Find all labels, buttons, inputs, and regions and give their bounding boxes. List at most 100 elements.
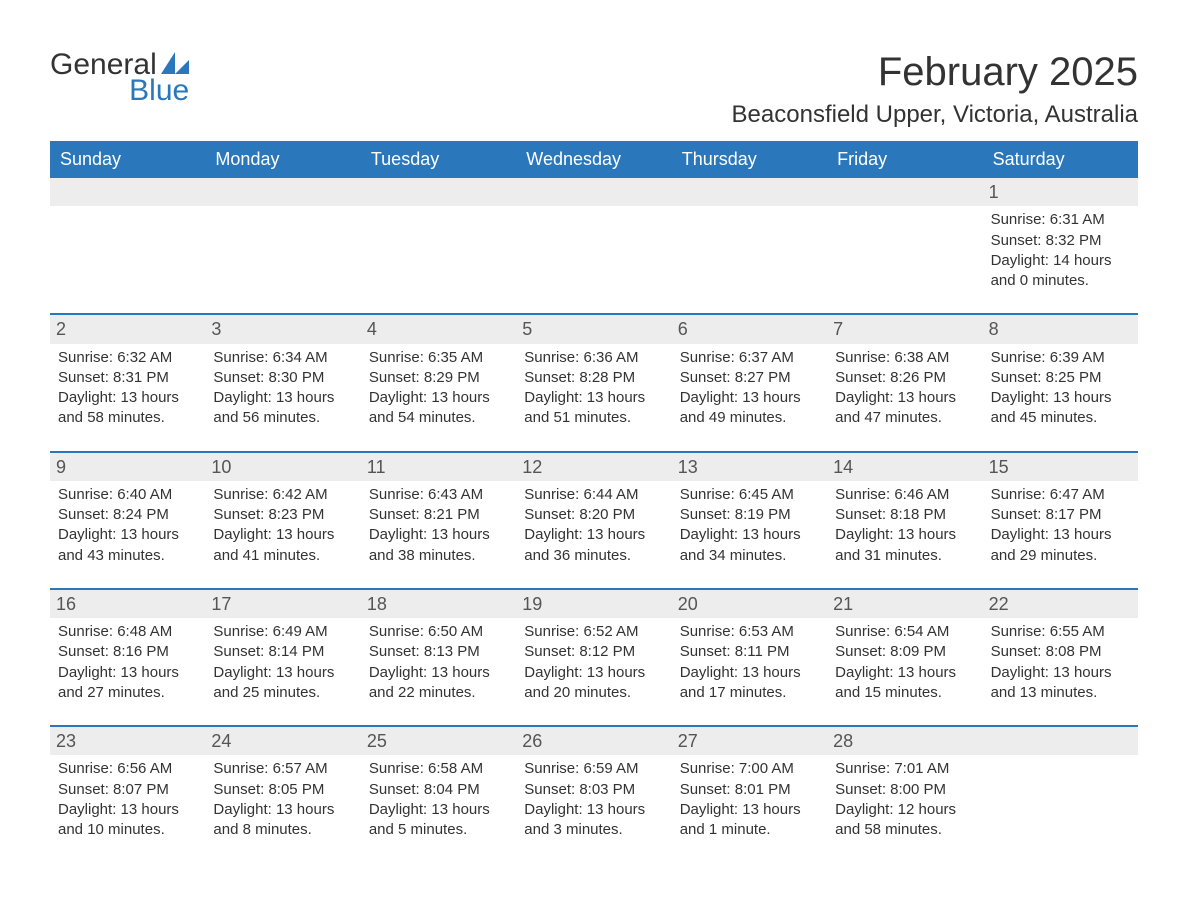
day-number: 8: [983, 315, 1138, 343]
sunset-line: Sunset: 8:12 PM: [524, 642, 663, 662]
page-header: General Blue February 2025 Beaconsfield …: [50, 50, 1138, 129]
sunset-line: Sunset: 8:23 PM: [213, 505, 352, 525]
day-number: [516, 178, 671, 206]
sunset-line: Sunset: 8:11 PM: [680, 642, 819, 662]
sunset-line: Sunset: 8:28 PM: [524, 368, 663, 388]
day-number: 13: [672, 453, 827, 481]
calendar-day-cell: 8Sunrise: 6:39 AMSunset: 8:25 PMDaylight…: [983, 315, 1138, 436]
sunset-line: Sunset: 8:14 PM: [213, 642, 352, 662]
sunset-line: Sunset: 8:26 PM: [835, 368, 974, 388]
sunrise-line: Sunrise: 6:54 AM: [835, 622, 974, 642]
calendar-day-cell: 19Sunrise: 6:52 AMSunset: 8:12 PMDayligh…: [516, 590, 671, 711]
calendar-day-cell: [516, 178, 671, 299]
calendar-day-cell: 13Sunrise: 6:45 AMSunset: 8:19 PMDayligh…: [672, 453, 827, 574]
calendar-day-cell: 22Sunrise: 6:55 AMSunset: 8:08 PMDayligh…: [983, 590, 1138, 711]
daylight-line: Daylight: 12 hours and 58 minutes.: [835, 800, 974, 841]
day-number: [205, 178, 360, 206]
daylight-line: Daylight: 13 hours and 22 minutes.: [369, 663, 508, 704]
calendar-day-cell: 1Sunrise: 6:31 AMSunset: 8:32 PMDaylight…: [983, 178, 1138, 299]
calendar-day-cell: 7Sunrise: 6:38 AMSunset: 8:26 PMDaylight…: [827, 315, 982, 436]
daylight-line: Daylight: 13 hours and 58 minutes.: [58, 388, 197, 429]
daylight-line: Daylight: 13 hours and 49 minutes.: [680, 388, 819, 429]
calendar-day-cell: 26Sunrise: 6:59 AMSunset: 8:03 PMDayligh…: [516, 727, 671, 848]
sunset-line: Sunset: 8:01 PM: [680, 780, 819, 800]
sunrise-line: Sunrise: 7:01 AM: [835, 759, 974, 779]
daylight-line: Daylight: 13 hours and 25 minutes.: [213, 663, 352, 704]
weekday-header-cell: Sunday: [50, 141, 205, 178]
sunset-line: Sunset: 8:08 PM: [991, 642, 1130, 662]
sunset-line: Sunset: 8:21 PM: [369, 505, 508, 525]
sunset-line: Sunset: 8:00 PM: [835, 780, 974, 800]
day-number: 18: [361, 590, 516, 618]
day-number: 11: [361, 453, 516, 481]
daylight-line: Daylight: 13 hours and 10 minutes.: [58, 800, 197, 841]
day-number: 1: [983, 178, 1138, 206]
weekday-header-cell: Tuesday: [361, 141, 516, 178]
weekday-header-cell: Monday: [205, 141, 360, 178]
calendar-day-cell: 24Sunrise: 6:57 AMSunset: 8:05 PMDayligh…: [205, 727, 360, 848]
sunset-line: Sunset: 8:16 PM: [58, 642, 197, 662]
sunrise-line: Sunrise: 6:37 AM: [680, 348, 819, 368]
sunset-line: Sunset: 8:31 PM: [58, 368, 197, 388]
daylight-line: Daylight: 13 hours and 3 minutes.: [524, 800, 663, 841]
calendar-day-cell: 12Sunrise: 6:44 AMSunset: 8:20 PMDayligh…: [516, 453, 671, 574]
calendar-day-cell: [827, 178, 982, 299]
daylight-line: Daylight: 13 hours and 51 minutes.: [524, 388, 663, 429]
calendar-day-cell: 20Sunrise: 6:53 AMSunset: 8:11 PMDayligh…: [672, 590, 827, 711]
daylight-line: Daylight: 13 hours and 43 minutes.: [58, 525, 197, 566]
calendar: SundayMondayTuesdayWednesdayThursdayFrid…: [50, 141, 1138, 848]
weekday-header-cell: Wednesday: [516, 141, 671, 178]
sunrise-line: Sunrise: 6:32 AM: [58, 348, 197, 368]
day-number: 14: [827, 453, 982, 481]
location-subtitle: Beaconsfield Upper, Victoria, Australia: [732, 101, 1138, 129]
calendar-day-cell: 18Sunrise: 6:50 AMSunset: 8:13 PMDayligh…: [361, 590, 516, 711]
day-number: 17: [205, 590, 360, 618]
sunset-line: Sunset: 8:05 PM: [213, 780, 352, 800]
calendar-day-cell: [672, 178, 827, 299]
daylight-line: Daylight: 13 hours and 8 minutes.: [213, 800, 352, 841]
day-number: 21: [827, 590, 982, 618]
day-number: [672, 178, 827, 206]
sunrise-line: Sunrise: 6:55 AM: [991, 622, 1130, 642]
daylight-line: Daylight: 13 hours and 31 minutes.: [835, 525, 974, 566]
calendar-day-cell: 3Sunrise: 6:34 AMSunset: 8:30 PMDaylight…: [205, 315, 360, 436]
calendar-day-cell: 15Sunrise: 6:47 AMSunset: 8:17 PMDayligh…: [983, 453, 1138, 574]
day-number: 23: [50, 727, 205, 755]
day-number: 5: [516, 315, 671, 343]
sunrise-line: Sunrise: 6:44 AM: [524, 485, 663, 505]
sunset-line: Sunset: 8:07 PM: [58, 780, 197, 800]
sunrise-line: Sunrise: 6:42 AM: [213, 485, 352, 505]
calendar-day-cell: 23Sunrise: 6:56 AMSunset: 8:07 PMDayligh…: [50, 727, 205, 848]
sunset-line: Sunset: 8:13 PM: [369, 642, 508, 662]
logo: General Blue: [50, 50, 189, 106]
day-number: [361, 178, 516, 206]
weekday-header-row: SundayMondayTuesdayWednesdayThursdayFrid…: [50, 141, 1138, 178]
weekday-header-cell: Saturday: [983, 141, 1138, 178]
calendar-day-cell: 25Sunrise: 6:58 AMSunset: 8:04 PMDayligh…: [361, 727, 516, 848]
sunset-line: Sunset: 8:03 PM: [524, 780, 663, 800]
calendar-day-cell: [50, 178, 205, 299]
calendar-day-cell: 2Sunrise: 6:32 AMSunset: 8:31 PMDaylight…: [50, 315, 205, 436]
weeks-container: 1Sunrise: 6:31 AMSunset: 8:32 PMDaylight…: [50, 178, 1138, 848]
sunrise-line: Sunrise: 6:36 AM: [524, 348, 663, 368]
month-title: February 2025: [732, 50, 1138, 95]
calendar-day-cell: 6 Sunrise: 6:37 AMSunset: 8:27 PMDaylight…: [672, 315, 827, 436]
day-number: 28: [827, 727, 982, 755]
sunrise-line: Sunrise: 6:45 AM: [680, 485, 819, 505]
day-number: 3: [205, 315, 360, 343]
day-number: [50, 178, 205, 206]
sunset-line: Sunset: 8:24 PM: [58, 505, 197, 525]
day-number: 6: [672, 315, 827, 343]
sunset-line: Sunset: 8:04 PM: [369, 780, 508, 800]
sunset-line: Sunset: 8:29 PM: [369, 368, 508, 388]
calendar-day-cell: 14Sunrise: 6:46 AMSunset: 8:18 PMDayligh…: [827, 453, 982, 574]
day-number: [983, 727, 1138, 755]
sunset-line: Sunset: 8:27 PM: [680, 368, 819, 388]
sunrise-line: Sunrise: 6:59 AM: [524, 759, 663, 779]
sunrise-line: Sunrise: 6:46 AM: [835, 485, 974, 505]
calendar-day-cell: 27Sunrise: 7:00 AMSunset: 8:01 PMDayligh…: [672, 727, 827, 848]
calendar-week-row: 9Sunrise: 6:40 AMSunset: 8:24 PMDaylight…: [50, 451, 1138, 574]
daylight-line: Daylight: 13 hours and 13 minutes.: [991, 663, 1130, 704]
sunrise-line: Sunrise: 6:53 AM: [680, 622, 819, 642]
sunrise-line: Sunrise: 6:39 AM: [991, 348, 1130, 368]
